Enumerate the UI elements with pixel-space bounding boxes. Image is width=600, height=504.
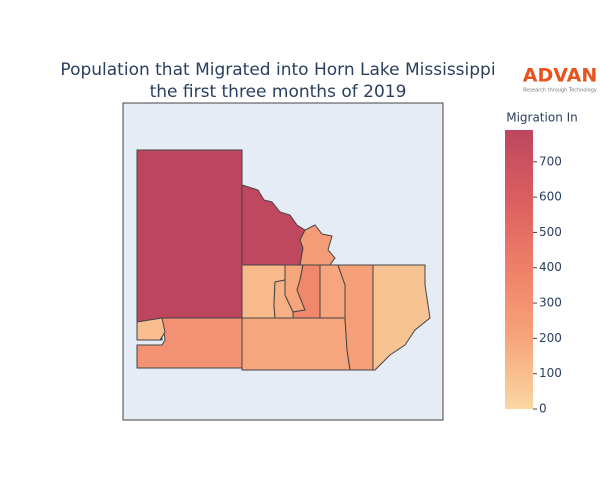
colorbar-title: Migration In: [506, 111, 578, 125]
logo-tagline: Research through Technology: [523, 88, 597, 94]
colorbar-tick-label: 600: [539, 190, 562, 204]
regions: [136, 149, 431, 371]
region: [136, 149, 243, 341]
region: [299, 224, 336, 266]
region: [372, 264, 431, 371]
chart-title: the first three months of 2019: [150, 82, 407, 102]
colorbar-ticks: 0 100 200 300 400 500 600 700: [533, 154, 562, 416]
chart-title: Population that Migrated into Horn Lake …: [60, 60, 495, 80]
colorbar-tick-label: 400: [539, 260, 562, 274]
colorbar-tick-label: 200: [539, 331, 562, 345]
region: [241, 317, 351, 371]
colorbar-tick-label: 500: [539, 225, 562, 239]
logo: ADVAN: [523, 65, 598, 87]
colorbar-tick-label: 300: [539, 296, 562, 310]
colorbar: [505, 130, 533, 409]
colorbar-tick-label: 700: [539, 154, 562, 168]
region: [136, 317, 166, 341]
colorbar-tick-label: 0: [539, 402, 547, 416]
colorbar-tick-label: 100: [539, 366, 562, 380]
